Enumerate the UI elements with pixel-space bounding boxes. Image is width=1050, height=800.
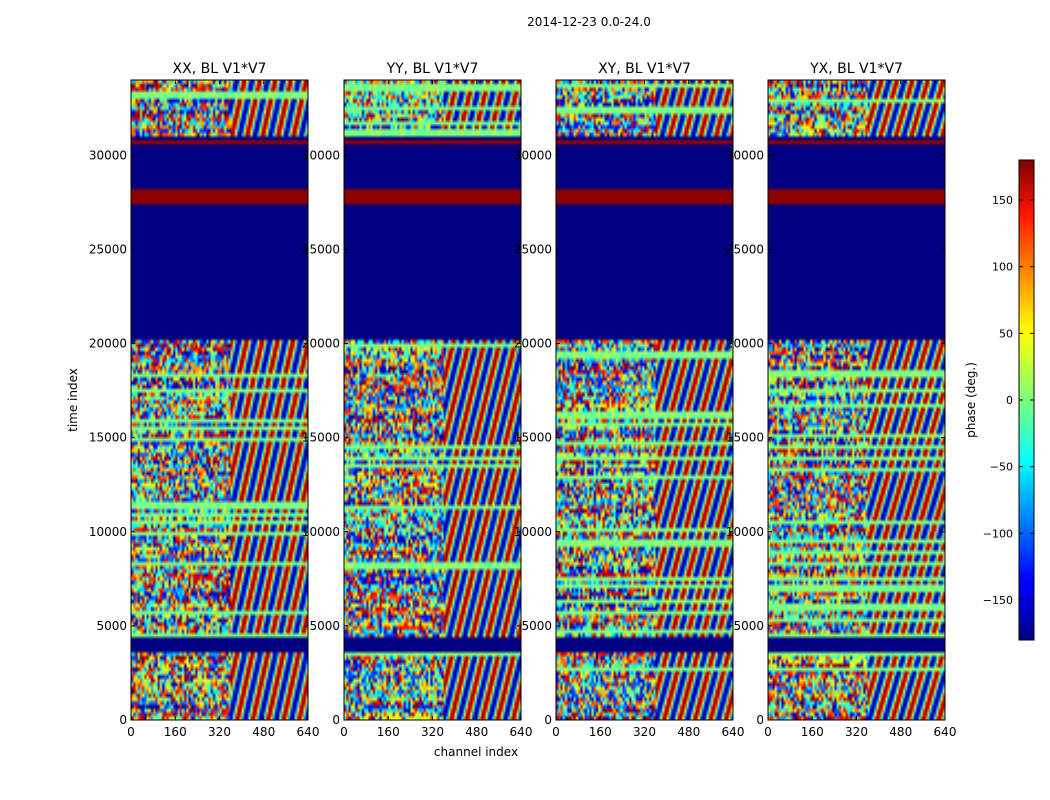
y-tick-label: 25000 — [514, 242, 552, 256]
y-tick-label: 5000 — [521, 619, 552, 633]
panel-title: YY, BL V1*V7 — [386, 61, 479, 77]
y-tick-label: 20000 — [89, 337, 127, 351]
x-tick-label: 0 — [764, 725, 772, 739]
y-axis-label: time index — [66, 368, 80, 432]
y-tick-label: 15000 — [302, 431, 340, 445]
x-tick-label: 640 — [297, 725, 320, 739]
x-tick-label: 320 — [208, 725, 231, 739]
y-tick-label: 25000 — [302, 242, 340, 256]
heatmap-image — [556, 80, 733, 720]
y-tick-label: 25000 — [726, 242, 764, 256]
y-tick-label: 25000 — [89, 242, 127, 256]
x-tick-label: 480 — [252, 725, 275, 739]
y-tick-label: 20000 — [726, 337, 764, 351]
y-tick-label: 0 — [119, 713, 127, 727]
y-tick-label: 30000 — [302, 148, 340, 162]
colorbar-tick-label: −50 — [990, 461, 1013, 474]
y-tick-label: 0 — [756, 713, 764, 727]
x-axis-label: channel index — [434, 745, 518, 759]
heatmap-image — [768, 80, 945, 720]
y-tick-label: 30000 — [89, 148, 127, 162]
panel-title: YX, BL V1*V7 — [809, 61, 903, 77]
colorbar-tick-label: 100 — [992, 261, 1013, 274]
panel-3: XY, BL V1*V7 0 160 320 480 640 0 5000 10000 15000… — [514, 61, 745, 739]
y-tick-label: 0 — [332, 713, 340, 727]
x-tick-label: 0 — [340, 725, 348, 739]
y-tick-label: 20000 — [302, 337, 340, 351]
y-tick-label: 30000 — [726, 148, 764, 162]
y-tick-label: 15000 — [514, 431, 552, 445]
x-tick-label: 640 — [510, 725, 533, 739]
y-tick-label: 10000 — [514, 525, 552, 539]
panel-title: XX, BL V1*V7 — [173, 61, 267, 77]
figure-title: 2014-12-23 0.0-24.0 — [527, 15, 651, 29]
y-tick-label: 10000 — [302, 525, 340, 539]
y-tick-label: 5000 — [309, 619, 340, 633]
colorbar-tick-label: 50 — [999, 327, 1013, 340]
panel-4: YX, BL V1*V7 0 160 320 480 640 0 5000 10000 15000… — [726, 61, 957, 739]
y-tick-label: 5000 — [96, 619, 127, 633]
heatmap-image — [131, 80, 308, 720]
y-tick-label: 0 — [544, 713, 552, 727]
x-tick-label: 480 — [677, 725, 700, 739]
colorbar-label: phase (deg.) — [964, 362, 978, 438]
y-tick-label: 15000 — [726, 431, 764, 445]
panel-1: XX, BL V1*V7 0 160 320 480 640 0 5000 10000 15000… — [89, 61, 320, 739]
x-tick-label: 160 — [377, 725, 400, 739]
y-tick-label: 15000 — [89, 431, 127, 445]
x-tick-label: 160 — [589, 725, 612, 739]
x-tick-label: 0 — [552, 725, 560, 739]
x-tick-label: 640 — [722, 725, 745, 739]
colorbar-tick-label: −100 — [983, 527, 1013, 540]
panel-2: YY, BL V1*V7 0 160 320 480 640 0 5000 10000 15000… — [302, 61, 533, 739]
colorbar-tick-label: −150 — [983, 594, 1013, 607]
y-tick-label: 10000 — [726, 525, 764, 539]
y-tick-label: 10000 — [89, 525, 127, 539]
y-tick-label: 5000 — [733, 619, 764, 633]
y-tick-label: 20000 — [514, 337, 552, 351]
x-tick-label: 640 — [934, 725, 957, 739]
x-tick-label: 480 — [889, 725, 912, 739]
x-tick-label: 320 — [845, 725, 868, 739]
colorbar-tick-label: 150 — [992, 194, 1013, 207]
x-tick-label: 480 — [465, 725, 488, 739]
colorbar: −150 −100 −50 0 50 100 150 phase (deg.) — [964, 159, 1035, 641]
x-tick-label: 160 — [801, 725, 824, 739]
heatmap-image — [344, 80, 521, 720]
x-tick-label: 0 — [127, 725, 135, 739]
x-tick-label: 320 — [633, 725, 656, 739]
x-tick-label: 160 — [164, 725, 187, 739]
colorbar-tick-label: 0 — [1006, 394, 1013, 407]
x-tick-label: 320 — [421, 725, 444, 739]
y-tick-label: 30000 — [514, 148, 552, 162]
panel-title: XY, BL V1*V7 — [598, 61, 691, 77]
